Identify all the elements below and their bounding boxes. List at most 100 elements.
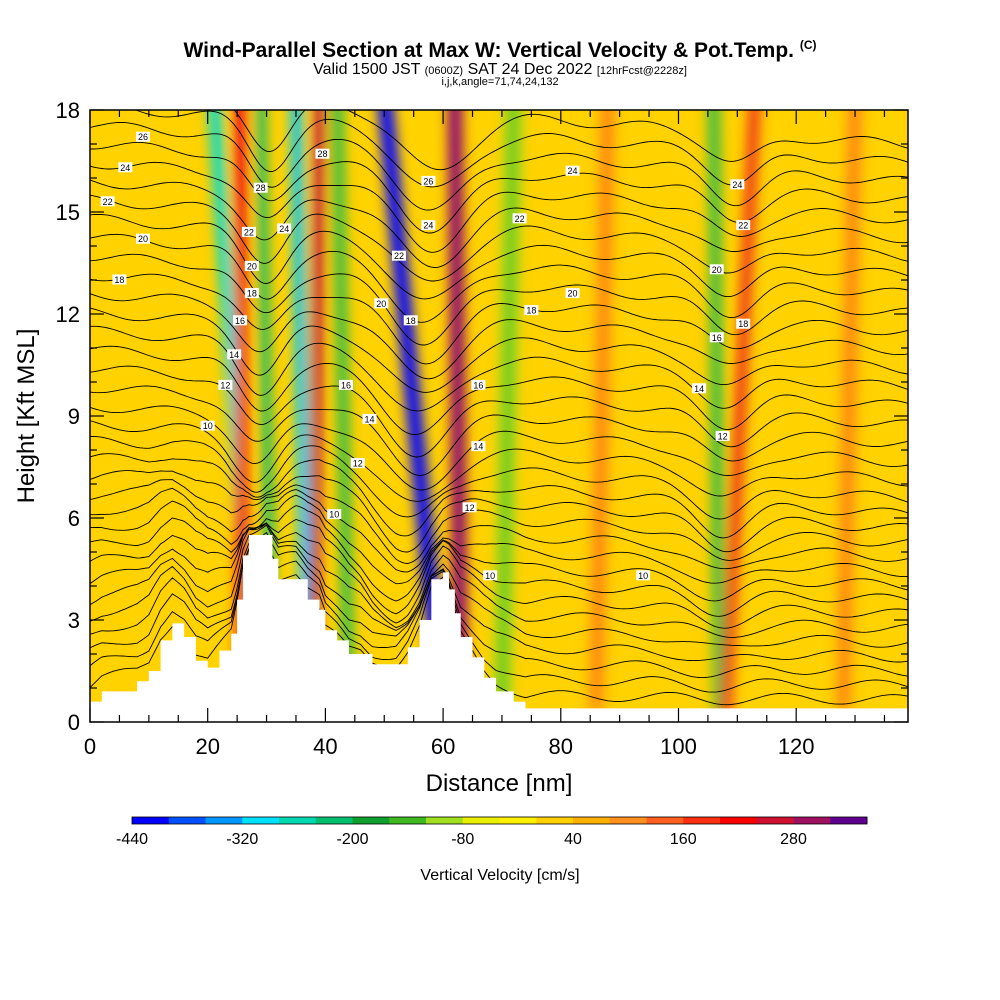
plot-area: 26 24 22 20 18 10 12 14 16 18 20 22 28 24 28 16 14 12 10 20… <box>90 110 908 722</box>
colorbar-swatch-3 <box>205 817 243 824</box>
contour-label-text: 18 <box>114 275 124 285</box>
theta-contour-26 <box>90 233 908 323</box>
contour-label-bg <box>233 315 248 326</box>
contour-label-text: 22 <box>738 221 748 231</box>
valid-prefix: Valid 1500 JST <box>313 61 421 78</box>
contour-labels: 26 24 22 20 18 10 12 14 16 18 20 22 28 24 28 16 14 12 10 20… <box>100 131 751 581</box>
contour-label-text: 10 <box>203 421 213 431</box>
contour-label-bg <box>462 502 477 513</box>
contour-label-bg <box>715 430 730 441</box>
velocity-band-core-8 <box>451 110 464 705</box>
contour-label-11: 20 <box>244 260 259 271</box>
contour-label-bg <box>692 383 707 394</box>
contour-label-23: 26 <box>421 175 436 186</box>
theta-contour-3 <box>90 541 908 679</box>
contour-label-bg <box>118 162 133 173</box>
colorbar-swatch-11 <box>499 817 537 824</box>
contour-label-bg <box>218 379 233 390</box>
contour-label-12: 22 <box>241 226 256 237</box>
contour-label-21: 22 <box>391 250 406 261</box>
contour-label-text: 26 <box>138 132 148 142</box>
contour-label-35: 16 <box>709 332 724 343</box>
theta-contour-27 <box>90 213 908 300</box>
theta-contour-33 <box>134 110 908 188</box>
velocity-band-core-13 <box>839 110 859 705</box>
velocity-band-core-4 <box>293 110 311 705</box>
theta-contour-30 <box>90 161 908 253</box>
theta-contour-13 <box>90 470 908 553</box>
contour-label-bg <box>471 379 486 390</box>
contour-label-text: 16 <box>341 380 351 390</box>
y-axis: 0 3 6 9 12 15 18 <box>56 98 908 735</box>
contour-label-bg <box>483 570 498 581</box>
contour-label-bg <box>421 175 436 186</box>
contour-label-text: 16 <box>473 380 483 390</box>
contour-label-39: 22 <box>736 220 751 231</box>
contour-label-bg <box>362 413 377 424</box>
theta-contour-7 <box>90 523 908 629</box>
contour-label-text: 28 <box>256 183 266 193</box>
contour-label-bg <box>241 226 256 237</box>
theta-contour-32 <box>90 122 908 211</box>
contour-label-bg <box>403 315 418 326</box>
colorbar-swatch-16 <box>683 817 721 824</box>
contour-label-16: 16 <box>338 379 353 390</box>
colorbar-swatch-13 <box>573 817 611 824</box>
theta-contour-34 <box>233 110 908 171</box>
colorbar-swatch-7 <box>352 817 390 824</box>
contour-label-20: 20 <box>374 298 389 309</box>
contour-label-17: 14 <box>362 413 377 424</box>
colorbar-swatch-19 <box>793 817 831 824</box>
contour-label-text: 20 <box>138 234 148 244</box>
contour-label-18: 12 <box>350 458 365 469</box>
contour-label-bg <box>244 260 259 271</box>
colorbar-tick--320: -320 <box>226 831 258 848</box>
x-tick-label-120: 120 <box>778 734 815 759</box>
chart-title-text: Wind-Parallel Section at Max W: Vertical… <box>183 39 794 62</box>
contour-label-32: 24 <box>565 165 580 176</box>
contour-label-bg <box>112 274 127 285</box>
theta-contour-2 <box>90 548 908 693</box>
contour-label-text: 22 <box>394 251 404 261</box>
colorbar-tick-160: 160 <box>670 831 697 848</box>
contour-label-text: 12 <box>718 431 728 441</box>
theta-contour-14 <box>90 453 908 539</box>
colorbar-swatch-6 <box>315 817 353 824</box>
contour-label-text: 18 <box>247 289 257 299</box>
contour-label-text: 12 <box>465 503 475 513</box>
terrain <box>90 535 908 722</box>
contour-label-bg <box>227 349 242 360</box>
colorbar-swatch-17 <box>720 817 758 824</box>
x-axis-label: Distance [nm] <box>426 770 573 797</box>
contour-label-10: 18 <box>244 288 259 299</box>
theta-contour-4 <box>90 531 908 663</box>
colorbar-swatch-8 <box>389 817 427 824</box>
y-tick-label-6: 6 <box>68 506 80 531</box>
velocity-band-core-11 <box>497 110 518 705</box>
contour-label-bg <box>135 131 150 142</box>
colorbar-swatch-4 <box>242 817 280 824</box>
contour-label-bg <box>253 182 268 193</box>
contour-label-31: 20 <box>565 288 580 299</box>
contour-label-text: 20 <box>247 261 257 271</box>
colorbar-swatch-20 <box>830 817 868 824</box>
contour-label-bg <box>100 196 115 207</box>
contour-label-bg <box>709 264 724 275</box>
velocity-band-core-6 <box>334 110 352 705</box>
contour-label-text: 24 <box>423 221 433 231</box>
y-tick-label-9: 9 <box>68 404 80 429</box>
y-tick-label-15: 15 <box>56 200 80 225</box>
contour-label-bg <box>565 288 580 299</box>
contour-label-text: 22 <box>515 214 525 224</box>
y-tick-label-18: 18 <box>56 98 80 123</box>
colorbar-tick-280: 280 <box>780 831 807 848</box>
contour-label-14: 24 <box>277 223 292 234</box>
contour-label-text: 28 <box>317 149 327 159</box>
theta-contour-12 <box>90 479 908 564</box>
colorbar-swatch-14 <box>609 817 647 824</box>
contour-label-text: 12 <box>353 459 363 469</box>
theta-contour-15 <box>90 436 908 520</box>
theta-contour-20 <box>90 345 908 435</box>
colorbar-tick--200: -200 <box>336 831 368 848</box>
contour-label-33: 10 <box>636 570 651 581</box>
